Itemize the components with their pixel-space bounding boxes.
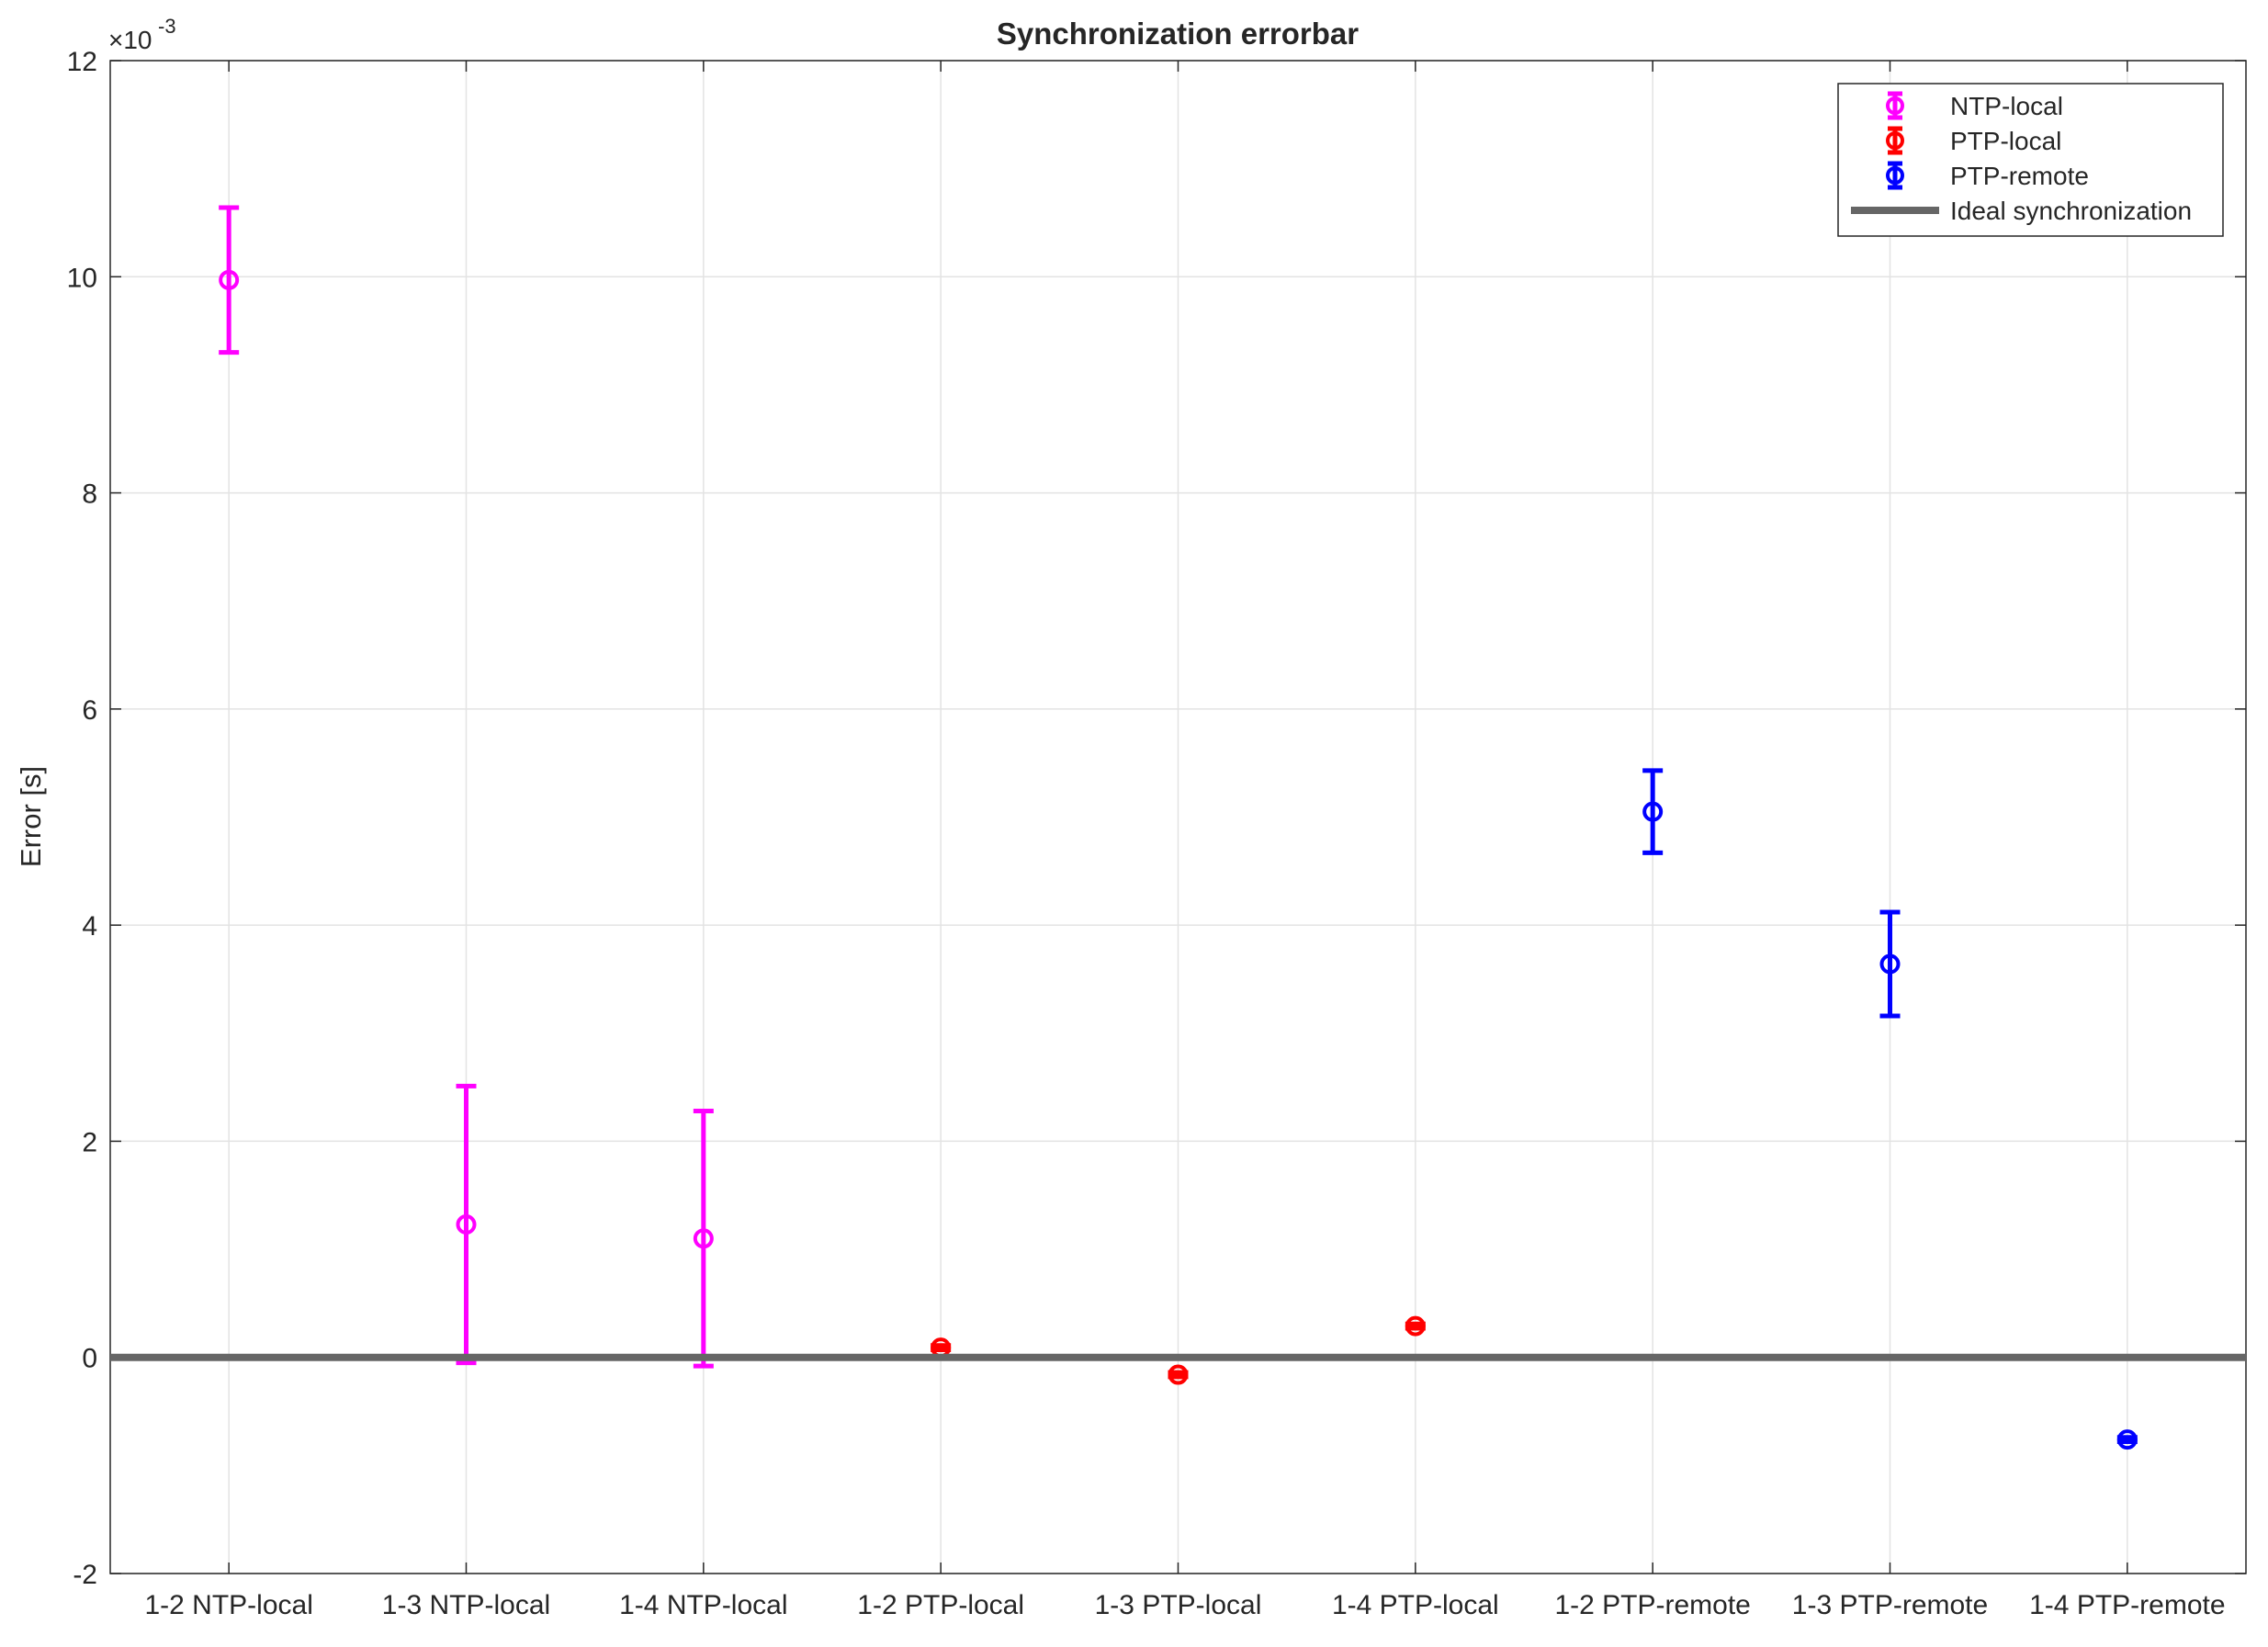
x-tick-label: 1-3 PTP-remote <box>1792 1590 1988 1620</box>
legend-label: PTP-local <box>1950 127 2061 155</box>
error-bar <box>693 1108 714 1369</box>
y-tick-label: 2 <box>82 1127 97 1157</box>
marker <box>693 1228 714 1249</box>
y-tick-label: -2 <box>73 1560 97 1590</box>
legend-label: Ideal synchronization <box>1950 197 2192 225</box>
marker <box>456 1214 477 1235</box>
y-multiplier-exponent: -3 <box>158 15 176 38</box>
x-tick-label: 1-4 NTP-local <box>619 1590 787 1620</box>
y-tick-label: 10 <box>67 263 97 293</box>
plot-frame <box>109 60 2247 1574</box>
marker <box>1405 1315 1426 1337</box>
legend-label: PTP-remote <box>1950 162 2089 190</box>
x-tick-label: 1-2 PTP-local <box>857 1590 1024 1620</box>
legend-swatch <box>1886 166 1904 185</box>
error-bar <box>219 205 240 355</box>
y-tick-label: 12 <box>67 47 97 77</box>
error-bar <box>1642 768 1664 855</box>
y-tick-label: 6 <box>82 695 97 726</box>
legend: NTP-local PTP-local PTP-remote Ideal synchr… <box>1837 83 2224 237</box>
x-tick-label: 1-2 PTP-remote <box>1554 1590 1750 1620</box>
x-tick-label: 1-2 NTP-local <box>144 1590 312 1620</box>
marker <box>1642 801 1664 822</box>
error-bar <box>1879 909 1901 1019</box>
legend-swatch <box>1886 96 1904 115</box>
marker <box>2116 1429 2138 1450</box>
legend-label: NTP-local <box>1950 92 2063 120</box>
y-multiplier: ×10 -3 <box>108 15 176 54</box>
chart-title: Synchronization errorbar <box>997 17 1359 51</box>
x-tick-label: 1-4 PTP-local <box>1332 1590 1499 1620</box>
y-tick-label: 0 <box>82 1344 97 1374</box>
y-axis-label: Error [s] <box>15 766 47 867</box>
error-bar <box>456 1083 477 1366</box>
y-tick-label: 4 <box>82 911 97 942</box>
x-tick-label: 1-3 PTP-local <box>1095 1590 1262 1620</box>
legend-swatch <box>1886 131 1904 150</box>
x-tick-label: 1-4 PTP-remote <box>2029 1590 2225 1620</box>
y-tick-label: 8 <box>82 479 97 510</box>
marker <box>219 269 240 290</box>
marker <box>1168 1364 1189 1385</box>
x-tick-label: 1-3 NTP-local <box>382 1590 550 1620</box>
y-multiplier-base: ×10 <box>108 26 152 54</box>
marker <box>1879 953 1901 975</box>
